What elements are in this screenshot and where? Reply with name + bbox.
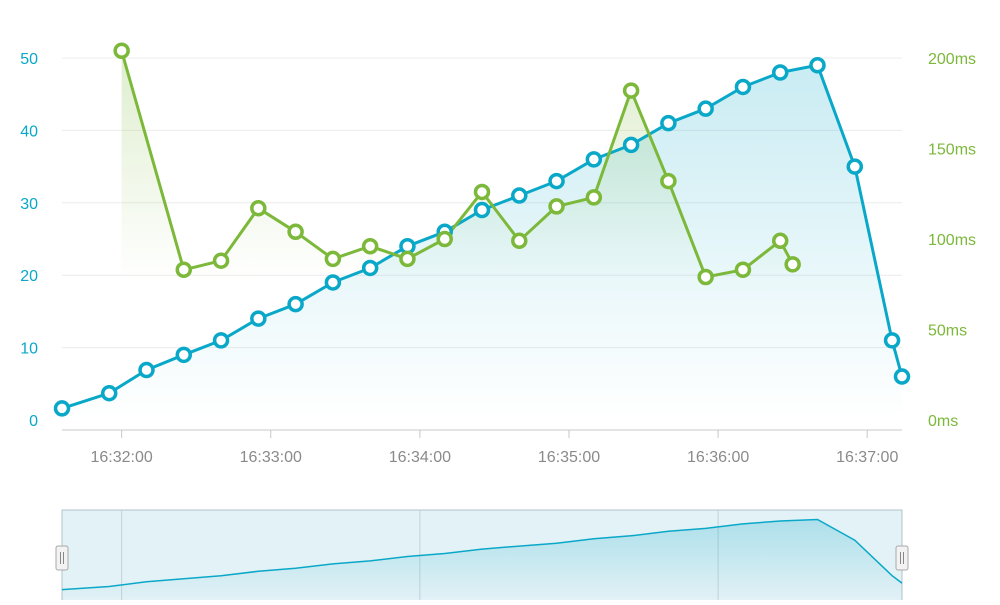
series-left-marker <box>473 201 491 219</box>
y-right-tick-label: 100ms <box>928 232 976 249</box>
navigator-handle-right-grip <box>895 545 909 571</box>
series-left-marker <box>883 332 901 349</box>
series-right-marker <box>212 252 230 269</box>
y-right-tick-label: 200ms <box>928 51 976 68</box>
series-left-marker <box>734 78 752 96</box>
navigator-handle-left-grip <box>55 545 69 571</box>
series-right-marker <box>175 261 193 279</box>
x-tick-label: 16:36:00 <box>687 449 749 466</box>
series-right-marker <box>399 250 416 268</box>
y-right-tick-label: 50ms <box>928 323 967 340</box>
x-tick-label: 16:37:00 <box>836 449 898 466</box>
series-left-marker <box>846 158 864 175</box>
y-left-tick-label: 20 <box>20 268 38 285</box>
series-left-marker <box>100 384 118 402</box>
x-tick-label: 16:35:00 <box>538 449 600 466</box>
navigator-handle-right[interactable] <box>895 545 909 571</box>
navigator-series-area <box>62 519 902 602</box>
series-left-marker <box>53 400 71 417</box>
series-left-marker <box>893 368 911 385</box>
navigator-handle-left[interactable] <box>55 545 69 571</box>
series-left-marker <box>771 64 789 81</box>
y-left-tick-label: 0 <box>29 413 38 430</box>
series-left-marker <box>250 310 267 327</box>
navigator[interactable] <box>55 509 909 603</box>
y-right-tick-label: 150ms <box>928 142 976 159</box>
series-left-marker <box>809 56 826 74</box>
series-left-marker <box>697 100 714 117</box>
series-right-marker <box>771 232 789 250</box>
y-right-tick-label: 0ms <box>928 413 958 430</box>
series-left-marker <box>287 295 304 313</box>
series-right-marker <box>585 189 603 206</box>
series-left-marker <box>138 361 155 379</box>
x-tick-label: 16:34:00 <box>389 449 451 466</box>
series-right-marker <box>622 82 640 99</box>
series-right-marker <box>473 183 491 201</box>
series-left-marker <box>212 332 230 349</box>
series-right-marker <box>511 232 528 250</box>
series-left-marker <box>660 114 677 132</box>
x-tick-label: 16:32:00 <box>91 449 153 466</box>
series-right-marker <box>548 198 565 215</box>
series-right-marker <box>324 250 342 268</box>
series-right-marker <box>113 42 130 60</box>
series-right-marker <box>361 237 379 255</box>
series-left-marker <box>548 172 565 190</box>
series-right-marker <box>250 199 267 217</box>
series-left-marker <box>361 259 379 277</box>
y-left-tick-label: 10 <box>20 341 38 358</box>
series-left-marker <box>175 346 193 364</box>
series-right-marker <box>436 230 453 248</box>
series-left-marker <box>324 274 342 291</box>
series-right-marker <box>784 256 801 273</box>
y-left-tick-label: 40 <box>20 123 38 140</box>
series-areas <box>62 50 902 420</box>
series-left-marker <box>622 136 640 154</box>
axes: 0 10 20 30 40 50 0ms 50ms 100ms 150ms 200ms 16:32:0… <box>20 51 976 466</box>
series-right-marker <box>697 268 714 286</box>
navigator-series-line <box>61 518 903 591</box>
series-right-area <box>121 50 793 280</box>
series-left-marker <box>585 151 603 168</box>
x-tick-label: 16:33:00 <box>240 449 302 466</box>
y-left-tick-label: 50 <box>20 51 38 68</box>
y-left-tick-label: 30 <box>20 196 38 213</box>
series-right-marker <box>287 223 304 241</box>
series-left-marker <box>511 187 528 204</box>
series-markers <box>53 42 911 417</box>
series-right-marker <box>660 172 677 190</box>
series-right-marker <box>734 261 752 279</box>
